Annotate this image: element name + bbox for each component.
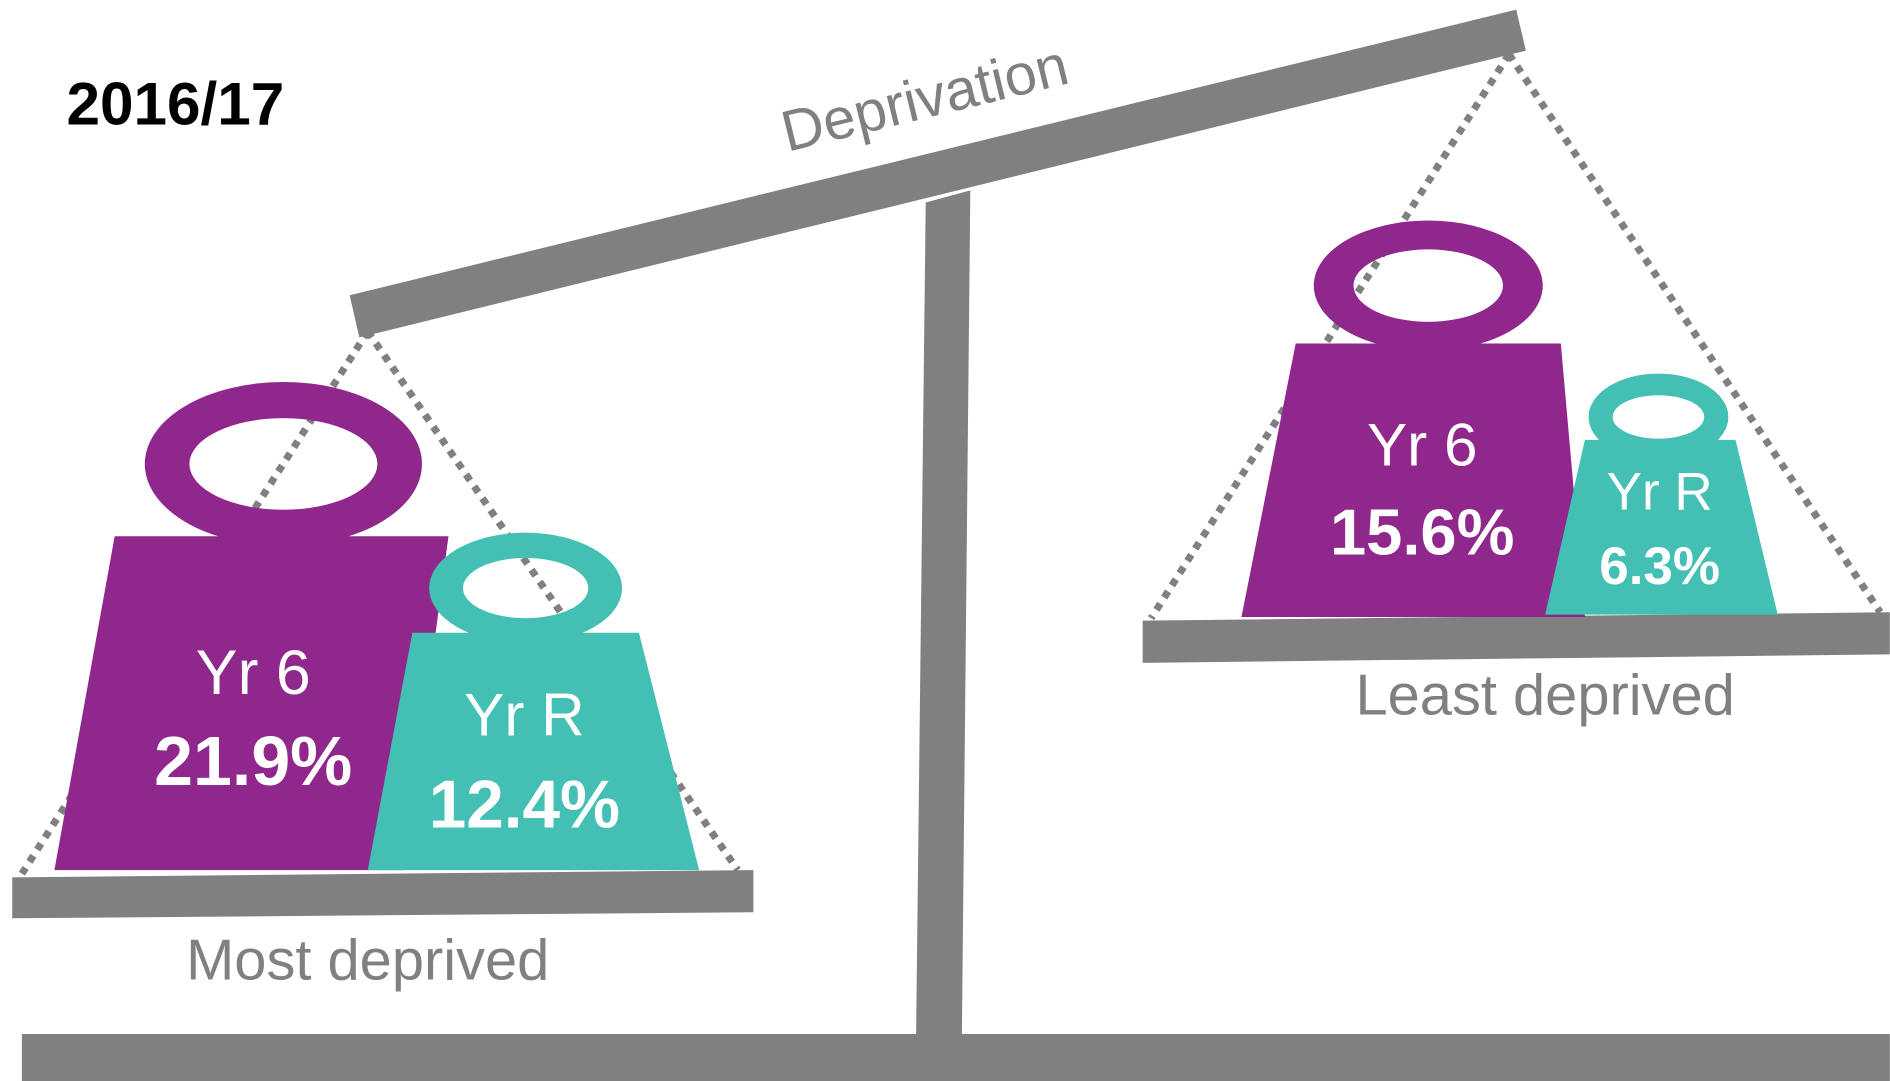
- page: 2016/17 Deprivation Most deprived Least …: [0, 0, 1890, 1081]
- weight-value: 6.3%: [1599, 537, 1720, 596]
- base: [22, 1034, 1890, 1081]
- weight-handle: [429, 533, 622, 644]
- pan: [1143, 612, 1890, 663]
- weight-name: Yr R: [1607, 462, 1713, 521]
- weight-handle: [1314, 221, 1543, 351]
- group-label: Least deprived: [1355, 663, 1734, 727]
- title: 2016/17: [66, 69, 284, 137]
- weight-handle: [145, 382, 422, 546]
- post: [916, 190, 970, 1036]
- weight-name: Yr 6: [196, 638, 311, 708]
- weight-value: 12.4%: [429, 768, 620, 843]
- weights: Yr 6 21.9% Yr R 12.4% Yr 6 15.6% Yr R 6.3%: [54, 221, 1777, 871]
- weight-name: Yr 6: [1367, 410, 1478, 478]
- scale-infographic: 2016/17 Deprivation Most deprived Least …: [0, 0, 1890, 1081]
- pan: [12, 870, 753, 918]
- weight-name: Yr R: [464, 680, 585, 748]
- group-label: Most deprived: [186, 928, 549, 992]
- weight-value: 15.6%: [1330, 496, 1514, 569]
- weight-value: 21.9%: [154, 722, 352, 800]
- weight-body: [1241, 343, 1584, 617]
